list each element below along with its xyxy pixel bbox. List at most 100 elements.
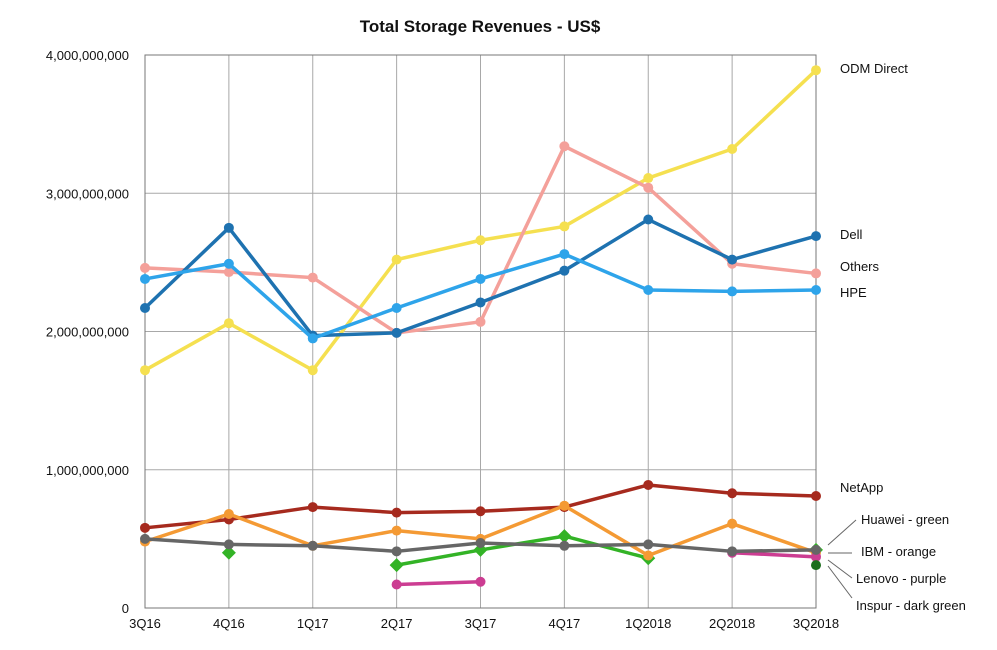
data-point <box>727 518 738 529</box>
series-odm-direct <box>140 65 821 376</box>
series-line-segment <box>227 270 315 280</box>
x-tick-label: 3Q16 <box>129 616 161 631</box>
data-point <box>391 579 402 590</box>
data-point <box>727 144 738 155</box>
x-tick-label: 1Q17 <box>297 616 329 631</box>
data-point <box>811 285 821 296</box>
legend-leader-line <box>827 559 853 579</box>
series-line-segment <box>562 542 650 548</box>
series-line-segment <box>394 579 483 587</box>
data-point <box>643 479 654 490</box>
series-line-segment <box>730 550 818 559</box>
series-line-segment <box>311 528 399 548</box>
series-line-segment <box>311 306 399 341</box>
series-line-segment <box>646 542 734 554</box>
series-line-segment <box>143 262 231 281</box>
data-point <box>140 365 150 376</box>
legend-label-inspur-dark-green: Inspur - dark green <box>856 598 966 613</box>
series-line-segment <box>562 483 650 509</box>
data-point <box>221 545 236 560</box>
series-line-segment <box>394 320 483 335</box>
series-line-segment <box>311 275 399 335</box>
data-point <box>557 529 572 544</box>
data-point <box>140 273 150 284</box>
series-line-segment <box>478 268 567 305</box>
data-point <box>391 507 402 518</box>
data-point <box>223 258 234 269</box>
data-point <box>223 539 234 550</box>
series-line-segment <box>227 226 315 338</box>
series-line-segment <box>143 226 231 310</box>
series-line-segment <box>227 512 315 548</box>
series-line-segment <box>730 548 818 554</box>
data-point <box>140 262 150 273</box>
series-line-segment <box>478 541 567 548</box>
data-point <box>307 272 318 283</box>
data-point <box>643 182 654 193</box>
data-point <box>643 550 654 561</box>
legend-label-lenovo-purple: Lenovo - purple <box>856 571 946 586</box>
series-line-segment <box>394 541 483 554</box>
series-line-segment <box>227 262 315 341</box>
y-tick-label: 0 <box>122 601 129 616</box>
series-line-segment <box>394 548 483 567</box>
series-layer <box>140 65 823 590</box>
data-point <box>811 65 821 76</box>
data-point <box>643 539 654 550</box>
series-line-segment <box>730 288 818 294</box>
series-line-segment <box>478 505 567 513</box>
series-dell <box>140 214 821 341</box>
y-tick-label: 4,000,000,000 <box>46 48 129 63</box>
series-line-segment <box>562 144 650 190</box>
data-point <box>389 558 404 573</box>
series-line-segment <box>562 534 650 560</box>
plot-frame <box>144 54 817 609</box>
series-line-segment <box>143 512 231 544</box>
series-line-segment <box>646 217 734 262</box>
series-line-segment <box>730 521 818 555</box>
data-point <box>475 297 486 308</box>
data-point <box>475 316 486 327</box>
series-line-segment <box>394 277 483 310</box>
data-point <box>223 508 234 519</box>
series-line-segment <box>478 252 567 281</box>
data-point <box>307 333 318 344</box>
data-point <box>307 365 318 376</box>
y-tick-label: 3,000,000,000 <box>46 186 129 201</box>
series-line-segment <box>730 491 818 498</box>
data-point <box>140 302 150 313</box>
series-line-segment <box>311 544 399 554</box>
legend-leader-line <box>827 565 853 599</box>
data-point <box>643 214 654 225</box>
data-point <box>391 327 402 338</box>
x-tick-label: 2Q2018 <box>709 616 755 631</box>
series-line-segment <box>143 517 231 530</box>
series-line-segment <box>562 503 650 558</box>
series-line-segment <box>311 257 399 372</box>
data-point <box>223 318 234 329</box>
x-tick-label: 2Q17 <box>381 616 413 631</box>
data-point <box>475 506 486 517</box>
data-point <box>307 540 318 551</box>
data-point <box>811 560 821 571</box>
data-point <box>140 522 150 533</box>
series-line-segment <box>394 509 483 515</box>
series-line-segment <box>143 537 231 547</box>
data-point <box>727 488 738 499</box>
data-point <box>559 221 570 232</box>
x-tick-label: 4Q16 <box>213 616 245 631</box>
data-point <box>727 286 738 297</box>
data-point <box>727 546 738 557</box>
data-point <box>559 265 570 276</box>
series-gray-8 <box>140 533 821 557</box>
data-point <box>811 268 821 279</box>
data-point <box>391 254 402 265</box>
data-point <box>559 249 570 260</box>
series-line-segment <box>143 321 231 372</box>
data-point <box>475 538 486 549</box>
x-tick-label: 3Q17 <box>465 616 497 631</box>
y-tick-label: 1,000,000,000 <box>46 463 129 478</box>
data-point <box>727 254 738 265</box>
legend-leader-line <box>827 519 857 546</box>
